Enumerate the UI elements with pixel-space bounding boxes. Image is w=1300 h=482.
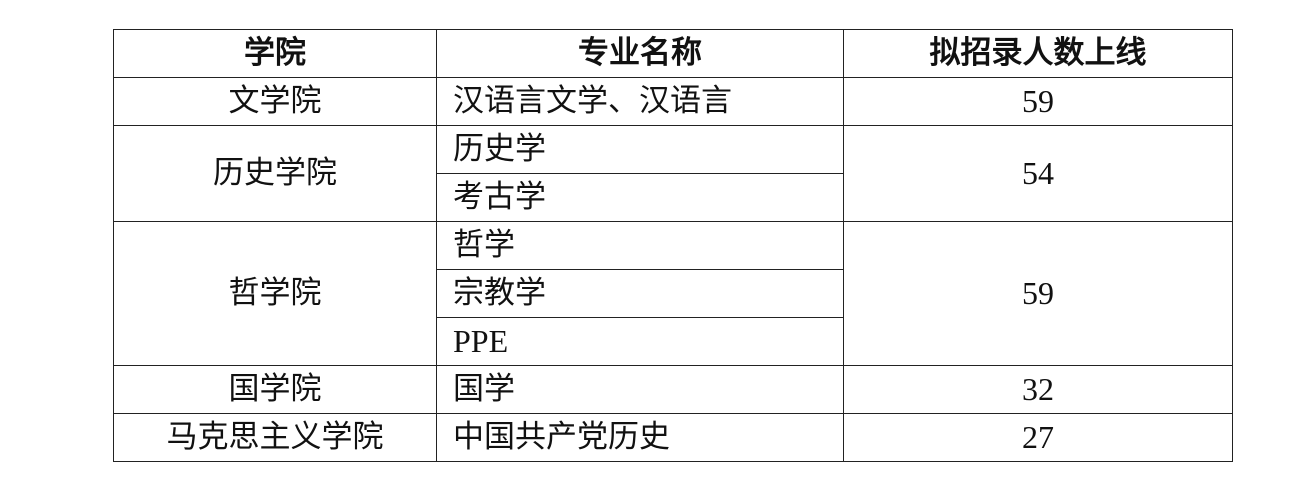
major-cell: 哲学 bbox=[436, 221, 844, 270]
major-cell: PPE bbox=[436, 317, 844, 366]
major-cell: 汉语言文学、汉语言 bbox=[436, 77, 844, 126]
header-row: 学院 专业名称 拟招录人数上线 bbox=[113, 29, 1233, 78]
quota-cell: 27 bbox=[843, 413, 1233, 462]
table-row: 哲学院 哲学 59 bbox=[113, 221, 1233, 366]
major-cell: 历史学 bbox=[436, 125, 844, 174]
major-cell: 国学 bbox=[436, 365, 844, 414]
quota-cell: 59 bbox=[843, 77, 1233, 126]
college-cell: 哲学院 bbox=[113, 221, 437, 366]
quota-cell: 32 bbox=[843, 365, 1233, 414]
major-cell: 宗教学 bbox=[436, 269, 844, 318]
table-row: 宗教学 bbox=[114, 269, 1233, 318]
quota-cell: 59 bbox=[843, 221, 1233, 366]
table-row: PPE bbox=[114, 317, 1233, 366]
college-cell: 文学院 bbox=[113, 77, 437, 126]
table-row: 历史学院 历史学 54 bbox=[113, 125, 1233, 222]
table-row: 文学院 汉语言文学、汉语言 59 bbox=[113, 77, 1233, 126]
table-row: 考古学 bbox=[114, 173, 1233, 222]
college-cell: 马克思主义学院 bbox=[113, 413, 437, 462]
college-cell: 历史学院 bbox=[113, 125, 437, 222]
major-cell: 考古学 bbox=[436, 173, 844, 222]
quota-cell: 54 bbox=[843, 125, 1233, 222]
enrollment-table: 学院 专业名称 拟招录人数上线 文学院 汉语言文学、汉语言 59 历史学院 历史… bbox=[113, 29, 1233, 462]
table-row: 马克思主义学院 中国共产党历史 27 bbox=[113, 413, 1233, 462]
table-row: 国学院 国学 32 bbox=[113, 365, 1233, 414]
header-college: 学院 bbox=[113, 29, 437, 78]
major-cell: 中国共产党历史 bbox=[436, 413, 844, 462]
header-major: 专业名称 bbox=[436, 29, 844, 78]
college-cell: 国学院 bbox=[113, 365, 437, 414]
header-quota: 拟招录人数上线 bbox=[843, 29, 1233, 78]
